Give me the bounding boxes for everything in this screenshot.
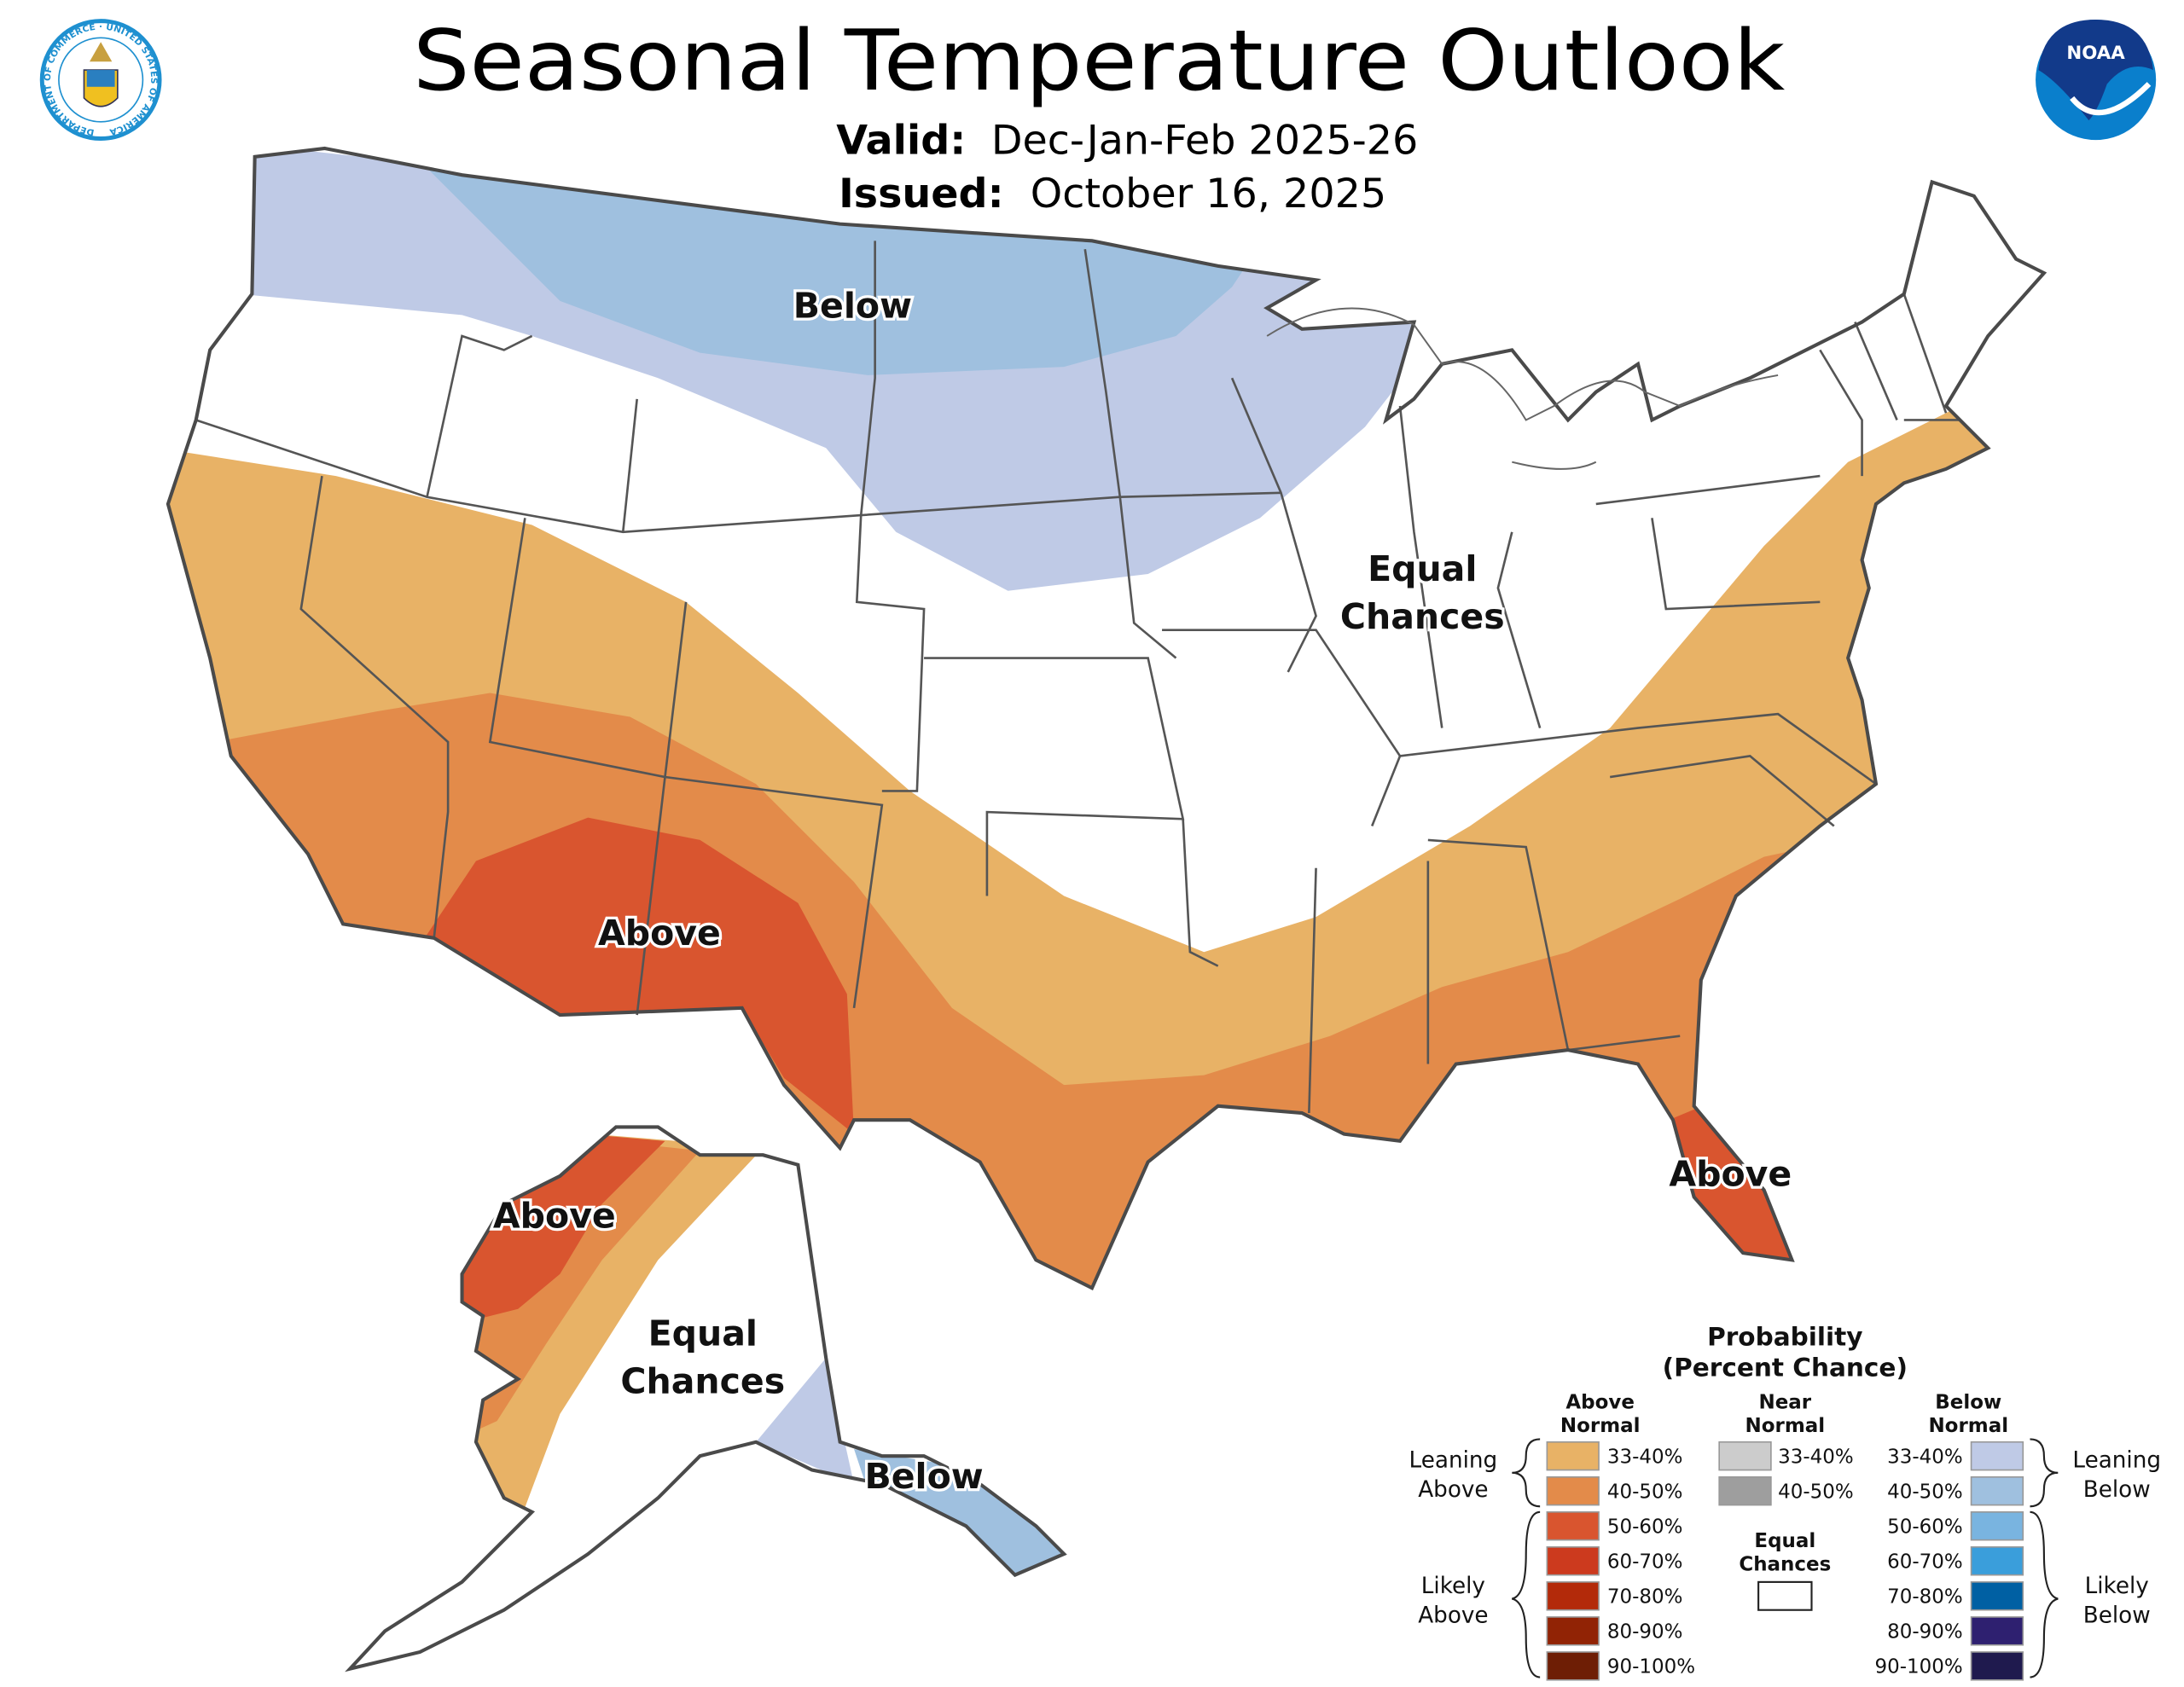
- legend-swatch-equal-chances: [1757, 1580, 1813, 1611]
- legend-swatch-below-4: [1970, 1581, 2024, 1611]
- legend-above-header: Above: [1565, 1391, 1635, 1413]
- legend-subtitle: (Percent Chance): [1663, 1354, 1908, 1383]
- legend-likely-above-2: Above: [1418, 1603, 1488, 1628]
- legend-label-near-0: 33-40%: [1778, 1446, 1854, 1468]
- label-ak-chances: Chances: [620, 1360, 785, 1401]
- legend-leaning-below-2: Below: [2083, 1477, 2151, 1503]
- label-conus-below: Below: [793, 286, 912, 327]
- issued-label: Issued:: [839, 171, 1004, 217]
- legend-label-above-6: 90-100%: [1607, 1656, 1695, 1678]
- legend-below-header: Below: [1935, 1391, 2001, 1413]
- legend-likely-above: Likely: [1421, 1574, 1485, 1599]
- legend-swatch-above-2: [1546, 1510, 1600, 1541]
- legend: Probability (Percent Chance) Above Norma…: [1409, 1322, 2161, 1681]
- legend-swatch-above-5: [1546, 1616, 1600, 1646]
- valid-value: Dec-Jan-Feb 2025-26: [991, 118, 1418, 165]
- label-conus-above-southwest: Above: [598, 913, 721, 954]
- legend-label-below-5: 80-90%: [1887, 1621, 1963, 1644]
- valid-label: Valid:: [836, 118, 966, 165]
- noaa-logo: NOAA: [2036, 19, 2157, 141]
- issued-value: October 16, 2025: [1031, 171, 1386, 217]
- label-conus-equal: Equal: [1368, 548, 1477, 589]
- legend-label-below-6: 90-100%: [1875, 1656, 1963, 1678]
- legend-title: Probability: [1707, 1322, 1862, 1351]
- map-labels: Below Equal Chances Above Above Above Eq…: [491, 282, 1795, 1499]
- legend-equal: Equal: [1754, 1530, 1815, 1552]
- region-above-50-60-florida: [1652, 1092, 1806, 1267]
- legend-label-above-4: 70-80%: [1607, 1586, 1683, 1609]
- page-title: Seasonal Temperature Outlook: [413, 13, 1785, 110]
- noaa-logo-text: NOAA: [2066, 43, 2125, 64]
- legend-near-header: Near: [1758, 1391, 1811, 1413]
- legend-swatch-below-0: [1970, 1441, 2024, 1471]
- legend-near-header-2: Normal: [1745, 1415, 1825, 1437]
- legend-below-header-2: Normal: [1928, 1415, 2008, 1437]
- legend-label-above-3: 60-70%: [1607, 1551, 1683, 1573]
- label-conus-above-florida: Above: [1669, 1153, 1792, 1194]
- legend-leaning-above-2: Above: [1418, 1477, 1488, 1503]
- legend-swatch-below-3: [1970, 1546, 2024, 1576]
- label-conus-chances: Chances: [1340, 596, 1505, 637]
- legend-swatch-above-4: [1546, 1581, 1600, 1611]
- legend-label-above-0: 33-40%: [1607, 1446, 1683, 1468]
- legend-label-below-0: 33-40%: [1887, 1446, 1963, 1468]
- legend-swatch-above-1: [1546, 1475, 1600, 1506]
- great-lakes: [1266, 307, 1779, 470]
- region-below-40-50: [420, 160, 1260, 375]
- legend-swatch-above-0: [1546, 1441, 1600, 1471]
- legend-leaning-below: Leaning: [2072, 1447, 2161, 1473]
- legend-leaning-above: Leaning: [1409, 1447, 1498, 1473]
- legend-swatch-above-6: [1546, 1651, 1600, 1681]
- legend-label-above-2: 50-60%: [1607, 1516, 1683, 1538]
- ak-region-below-40-50: [854, 1448, 1065, 1582]
- legend-label-below-1: 40-50%: [1887, 1481, 1963, 1503]
- legend-label-below-2: 50-60%: [1887, 1516, 1963, 1538]
- legend-swatch-near-1: [1718, 1475, 1772, 1506]
- header: DEPARTMENT OF COMMERCE · UNITED STATES O…: [39, 13, 2157, 217]
- state-boundaries: [195, 241, 1960, 1114]
- label-ak-equal: Equal: [648, 1313, 758, 1354]
- legend-label-above-5: 80-90%: [1607, 1621, 1683, 1644]
- label-ak-below: Below: [864, 1456, 983, 1497]
- legend-swatch-near-0: [1718, 1441, 1772, 1471]
- legend-equal-2: Chances: [1739, 1554, 1831, 1576]
- legend-likely-below-2: Below: [2083, 1603, 2151, 1628]
- legend-swatch-below-2: [1970, 1510, 2024, 1541]
- legend-label-near-1: 40-50%: [1778, 1481, 1854, 1503]
- legend-label-below-3: 60-70%: [1887, 1551, 1963, 1573]
- legend-label-above-1: 40-50%: [1607, 1481, 1683, 1503]
- legend-above-header-2: Normal: [1560, 1415, 1641, 1437]
- label-ak-above: Above: [493, 1196, 616, 1237]
- legend-braces: [1511, 1438, 2059, 1678]
- legend-label-below-4: 70-80%: [1887, 1586, 1963, 1609]
- region-above-50-60-southwest: [420, 817, 855, 1134]
- legend-swatch-above-3: [1546, 1546, 1600, 1576]
- conus-map: [140, 140, 2100, 1400]
- legend-swatch-below-5: [1970, 1616, 2024, 1646]
- legend-swatch-below-1: [1970, 1475, 2024, 1506]
- department-of-commerce-seal: DEPARTMENT OF COMMERCE · UNITED STATES O…: [39, 19, 162, 141]
- legend-likely-below: Likely: [2085, 1574, 2149, 1599]
- legend-swatch-below-6: [1970, 1651, 2024, 1681]
